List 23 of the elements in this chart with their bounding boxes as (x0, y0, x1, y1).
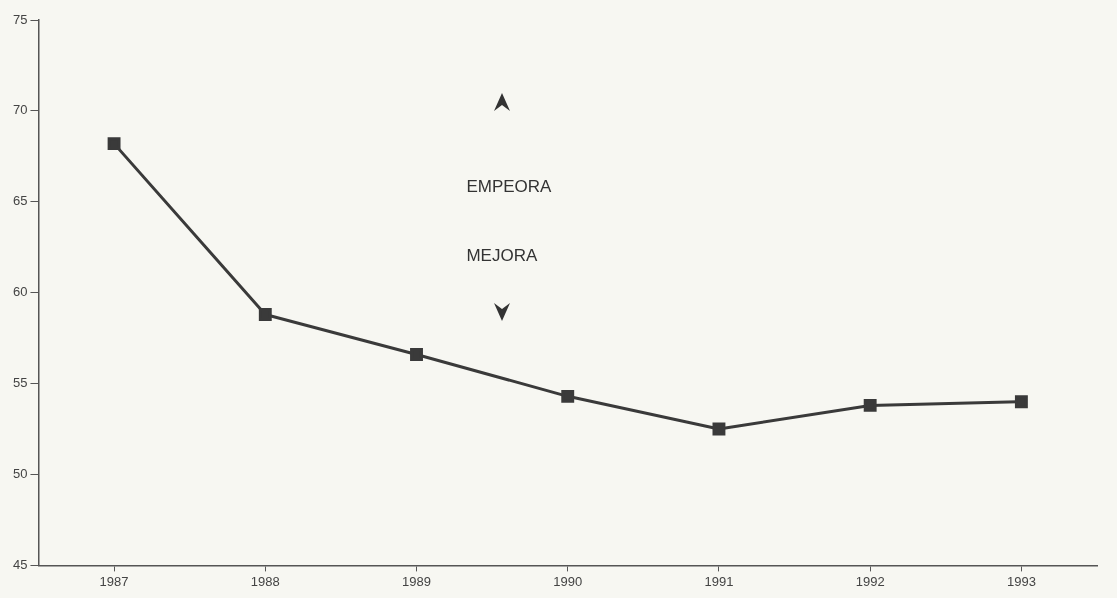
annotation: EMPEORA (466, 176, 553, 196)
point (258, 308, 272, 321)
x-tick-label: 1992 (855, 573, 885, 589)
y-tick-label: 65 (12, 193, 28, 209)
y-tick-label: 50 (12, 466, 28, 482)
y-tick-label: 70 (12, 102, 28, 118)
x-tick-label: 1990 (553, 573, 583, 589)
x-tick-label: 1991 (704, 573, 734, 589)
y-tick-label: 45 (12, 556, 28, 572)
point (863, 398, 877, 412)
point (712, 422, 726, 436)
x-tick-label: 1987 (99, 573, 129, 589)
x-tick-label: 1988 (250, 573, 280, 589)
y-tick-label: 75 (12, 11, 28, 27)
point (107, 137, 121, 151)
y-tick-label: 55 (12, 375, 28, 391)
point (561, 389, 575, 403)
annotation: MEJORA (466, 245, 538, 265)
point (410, 348, 423, 361)
point (1014, 395, 1028, 409)
x-tick-label: 1993 (1006, 573, 1036, 589)
x-tick-label: 1989 (402, 573, 431, 589)
y-tick-label: 60 (12, 284, 28, 300)
